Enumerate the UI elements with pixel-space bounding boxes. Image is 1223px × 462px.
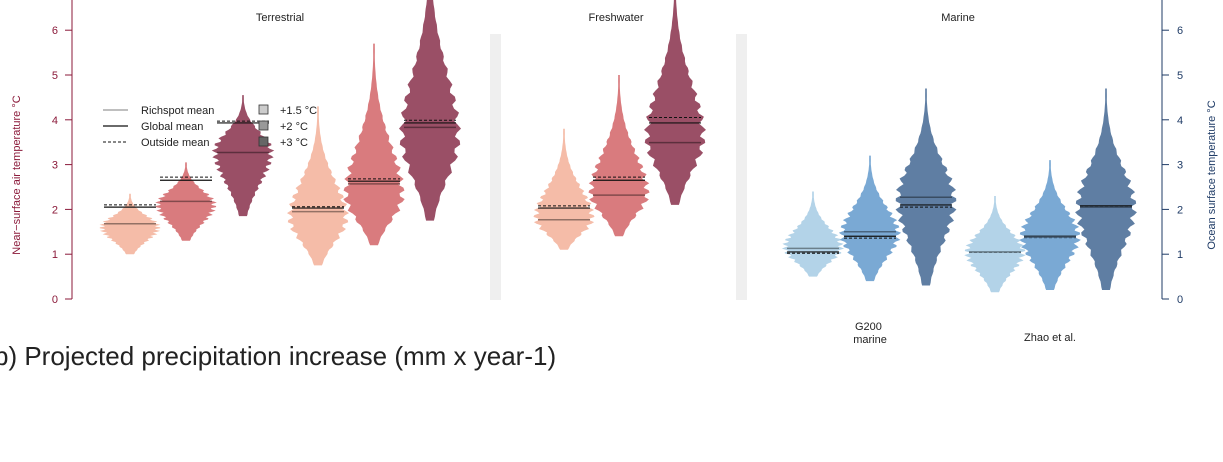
legend: Richspot mean Global mean Outside mean +… — [103, 105, 317, 149]
right-tick-label: 0 — [1177, 294, 1183, 306]
left-tick-label: 0 — [52, 294, 58, 306]
legend-1-5-label: +1.5 °C — [280, 105, 317, 117]
panel-title-freshwater: Freshwater — [588, 12, 643, 24]
marine-group-label-zhao: Zhao et al. — [1024, 332, 1076, 344]
legend-1-5-swatch — [259, 105, 268, 114]
left-axis-label: Near−surface air temperature °C — [11, 95, 23, 254]
right-tick-label: 5 — [1177, 70, 1183, 82]
panel-title-marine: Marine — [941, 12, 975, 24]
legend-2-label: +2 °C — [280, 121, 308, 133]
violins — [100, 0, 1137, 292]
left-tick-label: 5 — [52, 70, 58, 82]
violin-freshwater-1-2 — [588, 75, 649, 236]
violin-terrestrial-2-2 — [343, 44, 404, 246]
violin-freshwater-1-3 — [644, 0, 706, 205]
left-tick-label: 1 — [52, 249, 58, 261]
violin-freshwater-1-1 — [533, 129, 594, 250]
legend-global-label: Global mean — [141, 121, 203, 133]
left-tick-label: 2 — [52, 204, 58, 216]
legend-2-swatch — [259, 121, 268, 130]
panel-separator — [736, 34, 747, 300]
violin-marine-1-3 — [896, 88, 957, 285]
violin-marine-2-1 — [964, 196, 1026, 292]
right-tick-label: 3 — [1177, 160, 1183, 172]
violin-marine-2-3 — [1075, 88, 1137, 290]
right-axis-label: Ocean surface temperature °C — [1206, 100, 1218, 249]
right-tick-label: 4 — [1177, 115, 1183, 127]
legend-3-label: +3 °C — [280, 137, 308, 149]
left-tick-label: 6 — [52, 25, 58, 37]
legend-outside-label: Outside mean — [141, 137, 209, 149]
panel-separator — [490, 34, 501, 300]
left-axis: 012345678 — [52, 0, 72, 306]
left-tick-label: 4 — [52, 115, 58, 127]
panel-title-terrestrial: Terrestrial — [256, 12, 304, 24]
marine-group-label-g200: G200 marine — [853, 321, 887, 346]
left-tick-label: 3 — [52, 160, 58, 172]
bottom-partial-title: b) Projected precipitation increase (mm … — [0, 341, 556, 371]
violin-marine-1-2 — [839, 156, 901, 281]
right-axis: 012345678 — [1162, 0, 1183, 306]
legend-3-swatch — [259, 137, 268, 146]
right-tick-label: 6 — [1177, 25, 1183, 37]
legend-richspot-label: Richspot mean — [141, 105, 214, 117]
violin-marine-1-1 — [782, 191, 844, 276]
right-tick-label: 1 — [1177, 249, 1183, 261]
violin-terrestrial-2-3 — [399, 0, 461, 221]
violin-marine-2-2 — [1019, 160, 1081, 290]
right-tick-label: 2 — [1177, 204, 1183, 216]
